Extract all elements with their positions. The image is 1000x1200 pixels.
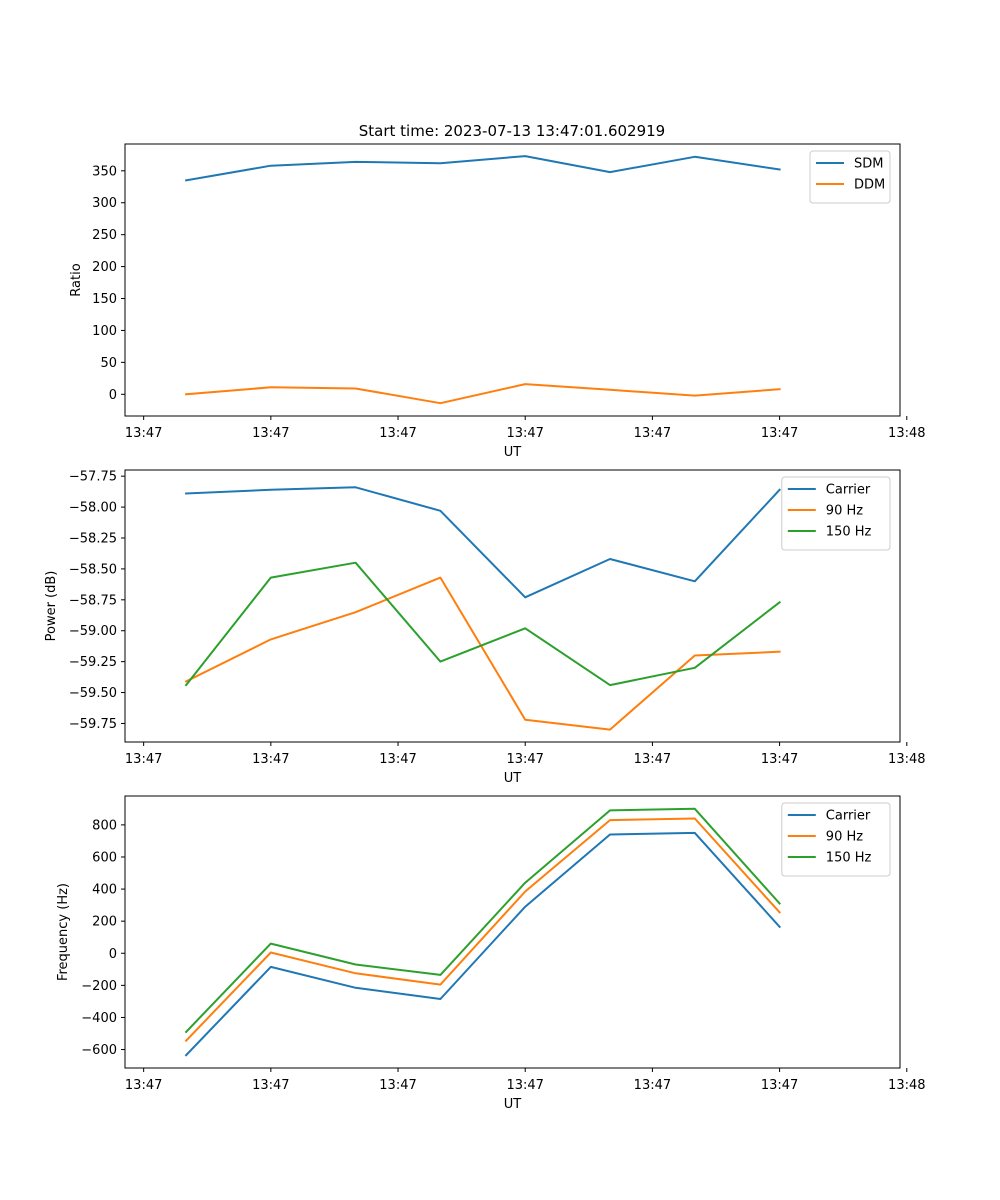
frequency-y-tick-label: 200 (92, 915, 117, 930)
frequency-y-tick-label: −200 (81, 979, 117, 994)
frequency-y-tick-label: −600 (81, 1043, 117, 1058)
frequency-x-tick-label: 13:47 (252, 1078, 289, 1093)
ratio-y-tick-label: 100 (92, 324, 117, 339)
ratio-legend-label-sdm: SDM (854, 157, 883, 172)
power-y-tick-label: −59.25 (69, 655, 117, 670)
frequency-series-150-hz (184, 807, 782, 1034)
ratio-y-tick-label: 250 (92, 228, 117, 243)
power-x-tick-label: 13:47 (379, 752, 416, 767)
frequency-y-tick-label: −400 (81, 1011, 117, 1026)
ratio-x-tick-label: 13:47 (761, 426, 798, 441)
ratio-x-tick-label: 13:47 (125, 426, 162, 441)
power-y-tick-label: −58.75 (69, 593, 117, 608)
frequency-x-tick-label: 13:48 (888, 1078, 925, 1093)
power-legend-label-carrier: Carrier (826, 483, 871, 498)
power-y-tick-label: −58.50 (69, 562, 117, 577)
ratio-x-axis-label: UT (504, 445, 522, 460)
frequency-y-tick-label: 800 (92, 818, 117, 833)
ratio-y-tick-label: 0 (109, 388, 117, 403)
ratio-panel: 13:47 13:47 13:47 13:47 13:47 13:47 13:48 0 50 10… (69, 143, 926, 460)
power-legend: Carrier 90 Hz 150 Hz (781, 476, 891, 551)
frequency-plot-frame (124, 795, 901, 1069)
ratio-plot-frame (124, 143, 901, 417)
frequency-x-axis-label: UT (504, 1097, 522, 1112)
ratio-y-tick-label: 300 (92, 196, 117, 211)
power-legend-label-150-hz: 150 Hz (826, 525, 872, 540)
ratio-y-tick-label: 50 (100, 356, 117, 371)
power-series-carrier (185, 486, 782, 599)
frequency-y-tick-label: 400 (92, 883, 117, 898)
frequency-panel: 13:47 13:47 13:47 13:47 13:47 13:47 13:48 −600 −… (56, 795, 926, 1112)
frequency-x-tick-label: 13:47 (761, 1078, 798, 1093)
frequency-x-tick-label: 13:47 (125, 1078, 162, 1093)
power-y-tick-label: −58.25 (69, 532, 117, 547)
ratio-y-tick-label: 150 (92, 292, 117, 307)
power-y-tick-label: −59.50 (69, 686, 117, 701)
frequency-y-axis-label: Frequency (Hz) (56, 883, 71, 981)
frequency-legend-label-carrier: Carrier (826, 809, 871, 824)
ratio-series-sdm (184, 155, 781, 182)
power-series-90-hz (184, 576, 781, 731)
ratio-y-tick-label: 200 (92, 260, 117, 275)
ratio-series-ddm (185, 383, 781, 405)
frequency-legend-label-150-hz: 150 Hz (826, 851, 872, 866)
power-panel: 13:47 13:47 13:47 13:47 13:47 13:47 13:48 −59.7… (44, 469, 926, 786)
power-y-axis-label: Power (dB) (44, 571, 59, 642)
power-y-tick-label: −59.00 (69, 624, 117, 639)
frequency-x-tick-label: 13:47 (506, 1078, 543, 1093)
power-y-tick-label: −57.75 (69, 470, 117, 485)
power-x-tick-label: 13:48 (888, 752, 925, 767)
power-series-150-hz (184, 561, 782, 687)
ratio-x-tick-label: 13:47 (634, 426, 671, 441)
ratio-x-tick-label: 13:47 (252, 426, 289, 441)
ratio-y-axis-label: Ratio (69, 263, 84, 296)
power-y-tick-label: −59.75 (69, 717, 117, 732)
figure-title: Start time: 2023-07-13 13:47:01.602919 (359, 122, 665, 140)
frequency-y-tick-label: 600 (92, 850, 117, 865)
frequency-y-tick-label: 0 (109, 947, 117, 962)
ratio-legend: SDM DDM (809, 150, 891, 204)
power-x-tick-label: 13:47 (506, 752, 543, 767)
frequency-series-carrier (184, 831, 782, 1057)
ratio-x-tick-label: 13:47 (506, 426, 543, 441)
frequency-legend-label-90-hz: 90 Hz (826, 830, 863, 845)
ratio-legend-label-ddm: DDM (854, 178, 885, 193)
power-legend-label-90-hz: 90 Hz (826, 504, 863, 519)
power-x-tick-label: 13:47 (634, 752, 671, 767)
power-x-axis-label: UT (504, 771, 522, 786)
ratio-x-tick-label: 13:48 (888, 426, 925, 441)
power-plot-frame (124, 469, 901, 743)
power-x-tick-label: 13:47 (125, 752, 162, 767)
frequency-x-tick-label: 13:47 (634, 1078, 671, 1093)
ratio-y-tick-label: 350 (92, 164, 117, 179)
frequency-legend: Carrier 90 Hz 150 Hz (781, 802, 891, 877)
ratio-x-tick-label: 13:47 (379, 426, 416, 441)
frequency-series-90-hz (184, 817, 782, 1043)
power-x-tick-label: 13:47 (252, 752, 289, 767)
power-x-tick-label: 13:47 (761, 752, 798, 767)
power-y-tick-label: −58.00 (69, 501, 117, 516)
subplots: 13:47 13:47 13:47 13:47 13:47 13:47 13:48 0 50 10… (44, 143, 926, 1112)
frequency-x-tick-label: 13:47 (379, 1078, 416, 1093)
